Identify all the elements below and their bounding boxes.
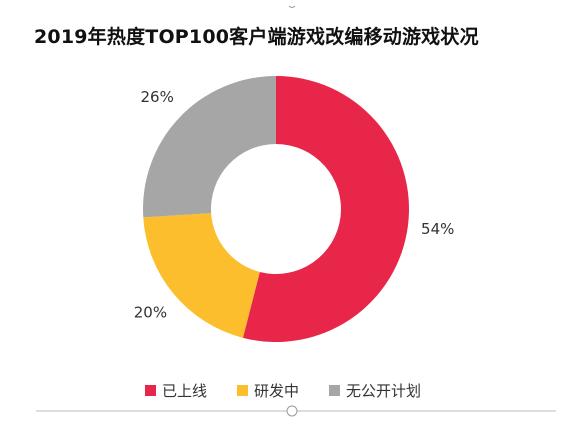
legend-label: 无公开计划 <box>346 382 422 400</box>
donut-chart: 54% 20% 26% <box>134 5 454 342</box>
legend-label: 研发中 <box>253 382 299 400</box>
data-label: 54% <box>421 220 454 238</box>
legend-item-in-development: 研发中 <box>236 380 299 401</box>
data-label: 20% <box>134 303 167 321</box>
bottom-divider <box>36 405 556 417</box>
data-label: 26% <box>141 88 174 106</box>
legend-item-launched: 已上线 <box>144 380 207 401</box>
slice-in-development <box>143 213 260 338</box>
slice-launched <box>242 76 409 342</box>
legend-swatch <box>329 385 340 396</box>
legend-swatch <box>236 385 248 396</box>
legend-swatch <box>144 385 156 396</box>
legend-label: 已上线 <box>161 382 207 400</box>
chart-title: 2019年热度TOP100客户端游戏改编移动游戏状况 <box>34 26 479 48</box>
slice-no-plan <box>143 76 276 218</box>
legend-item-no-plan: 无公开计划 <box>329 380 421 401</box>
top-marker-icon <box>288 5 296 8</box>
legend: 已上线 研发中 无公开计划 <box>0 380 566 401</box>
